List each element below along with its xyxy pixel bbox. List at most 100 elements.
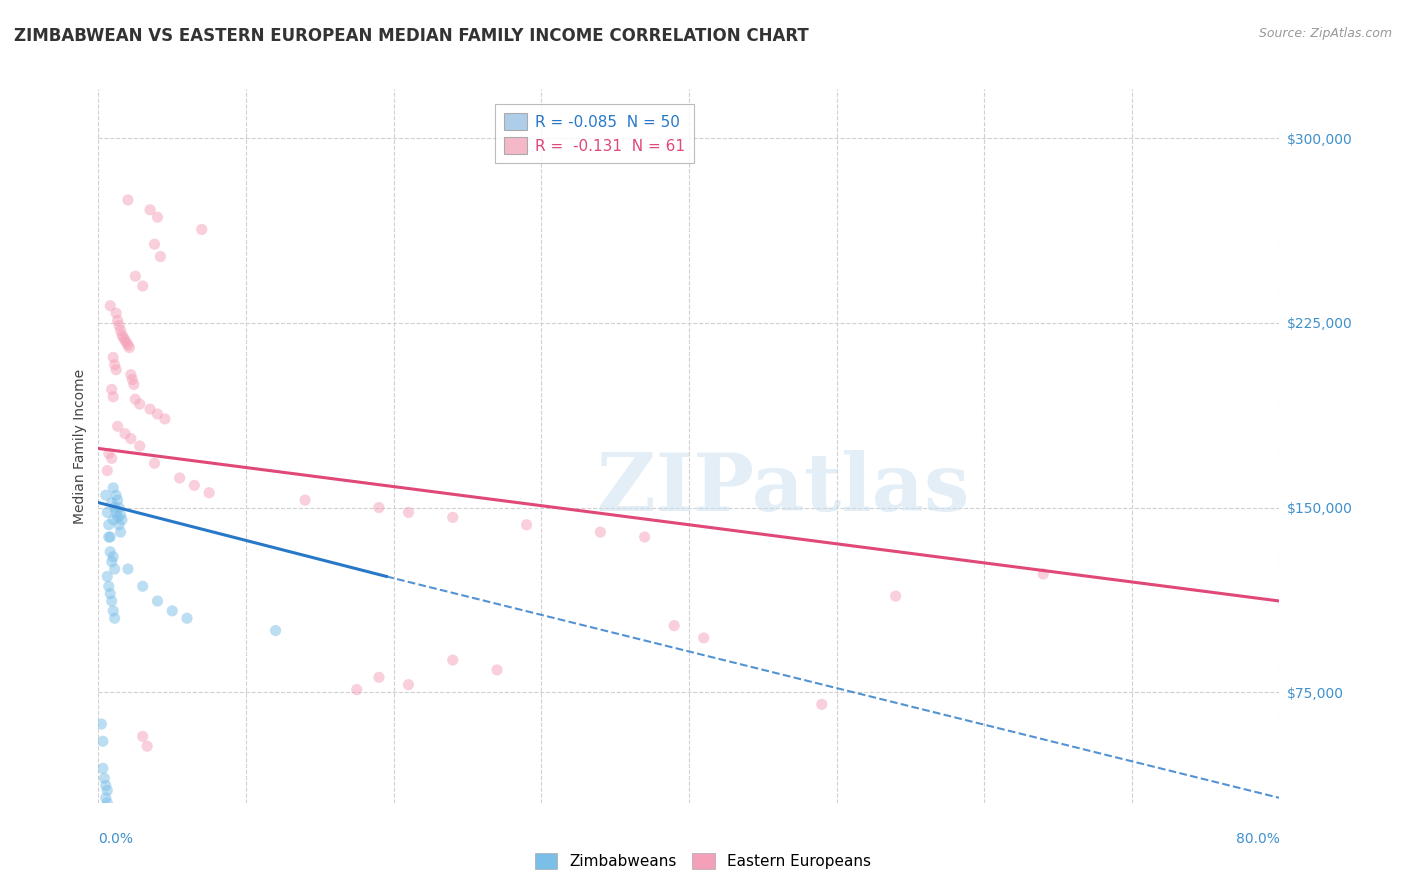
Point	[105, 362, 128, 376]
Point	[118, 341, 141, 355]
Point	[90, 813, 112, 827]
Point	[108, 517, 131, 532]
Point	[441, 510, 464, 524]
Text: 0.0%: 0.0%	[98, 832, 134, 847]
Point	[94, 779, 117, 793]
Point	[98, 587, 121, 601]
Point	[111, 513, 134, 527]
Point	[143, 456, 166, 470]
Point	[105, 505, 128, 519]
Point	[153, 412, 176, 426]
Point	[198, 485, 221, 500]
Point	[97, 530, 120, 544]
Point	[91, 803, 114, 817]
Point	[149, 250, 172, 264]
Point	[346, 682, 368, 697]
Point	[176, 611, 198, 625]
Point	[107, 510, 129, 524]
Point	[122, 377, 145, 392]
Point	[633, 530, 655, 544]
Point	[114, 426, 136, 441]
Legend: Zimbabweans, Eastern Europeans: Zimbabweans, Eastern Europeans	[529, 847, 877, 875]
Point	[110, 323, 132, 337]
Point	[810, 698, 832, 712]
Point	[103, 351, 125, 365]
Point	[693, 631, 716, 645]
Point	[100, 451, 122, 466]
Point	[486, 663, 509, 677]
Point	[98, 530, 121, 544]
Point	[93, 801, 115, 815]
Point	[94, 790, 117, 805]
Point	[128, 397, 150, 411]
Point	[139, 402, 162, 417]
Point	[146, 210, 169, 224]
Point	[97, 517, 120, 532]
Point	[120, 368, 142, 382]
Point	[97, 579, 120, 593]
Point	[104, 562, 127, 576]
Point	[91, 761, 114, 775]
Point	[96, 464, 118, 478]
Point	[111, 328, 134, 343]
Point	[162, 604, 183, 618]
Point	[90, 717, 112, 731]
Point	[104, 500, 127, 515]
Point	[368, 500, 391, 515]
Point	[124, 269, 146, 284]
Point	[146, 407, 169, 421]
Point	[100, 495, 122, 509]
Point	[1032, 566, 1054, 581]
Point	[139, 202, 162, 217]
Point	[89, 818, 111, 832]
Point	[107, 313, 129, 327]
Point	[108, 500, 131, 515]
Point	[117, 338, 139, 352]
Point	[104, 611, 127, 625]
Point	[664, 618, 686, 632]
Point	[93, 771, 115, 785]
Point	[143, 237, 166, 252]
Point	[98, 545, 121, 559]
Point	[103, 390, 125, 404]
Point	[100, 383, 122, 397]
Text: ZIPatlas: ZIPatlas	[598, 450, 970, 528]
Point	[100, 555, 122, 569]
Point	[117, 562, 139, 576]
Y-axis label: Median Family Income: Median Family Income	[73, 368, 87, 524]
Point	[264, 624, 287, 638]
Point	[136, 739, 159, 754]
Point	[96, 505, 118, 519]
Point	[108, 318, 131, 333]
Point	[104, 358, 127, 372]
Point	[169, 471, 191, 485]
Point	[96, 569, 118, 583]
Point	[396, 505, 419, 519]
Point	[114, 333, 136, 347]
Point	[105, 306, 128, 320]
Point	[94, 488, 117, 502]
Point	[91, 811, 114, 825]
Point	[294, 493, 316, 508]
Point	[191, 222, 214, 236]
Point	[96, 796, 118, 810]
Point	[441, 653, 464, 667]
Point	[91, 734, 114, 748]
Point	[132, 279, 155, 293]
Point	[107, 493, 129, 508]
Point	[124, 392, 146, 407]
Legend: R = -0.085  N = 50, R =  -0.131  N = 61: R = -0.085 N = 50, R = -0.131 N = 61	[495, 104, 695, 163]
Point	[884, 589, 907, 603]
Point	[90, 815, 112, 830]
Point	[121, 373, 143, 387]
Point	[110, 508, 132, 522]
Text: ZIMBABWEAN VS EASTERN EUROPEAN MEDIAN FAMILY INCOME CORRELATION CHART: ZIMBABWEAN VS EASTERN EUROPEAN MEDIAN FA…	[14, 27, 808, 45]
Point	[132, 579, 155, 593]
Point	[97, 446, 120, 460]
Point	[589, 525, 612, 540]
Point	[107, 419, 129, 434]
Point	[115, 335, 138, 350]
Point	[120, 432, 142, 446]
Point	[117, 193, 139, 207]
Point	[98, 299, 121, 313]
